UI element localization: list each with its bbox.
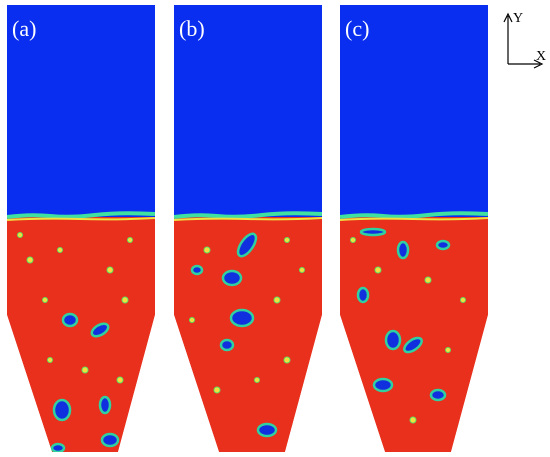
- panel-a: [7, 5, 155, 452]
- axis-label: Y: [513, 11, 523, 26]
- panel-label: (b): [179, 16, 205, 41]
- panel-label: (a): [12, 16, 36, 41]
- axes-icon: [503, 12, 544, 69]
- axis-label: X: [536, 49, 546, 64]
- panel-c: [340, 5, 488, 452]
- panel-b: [174, 5, 322, 452]
- panel-label: (c): [345, 16, 369, 41]
